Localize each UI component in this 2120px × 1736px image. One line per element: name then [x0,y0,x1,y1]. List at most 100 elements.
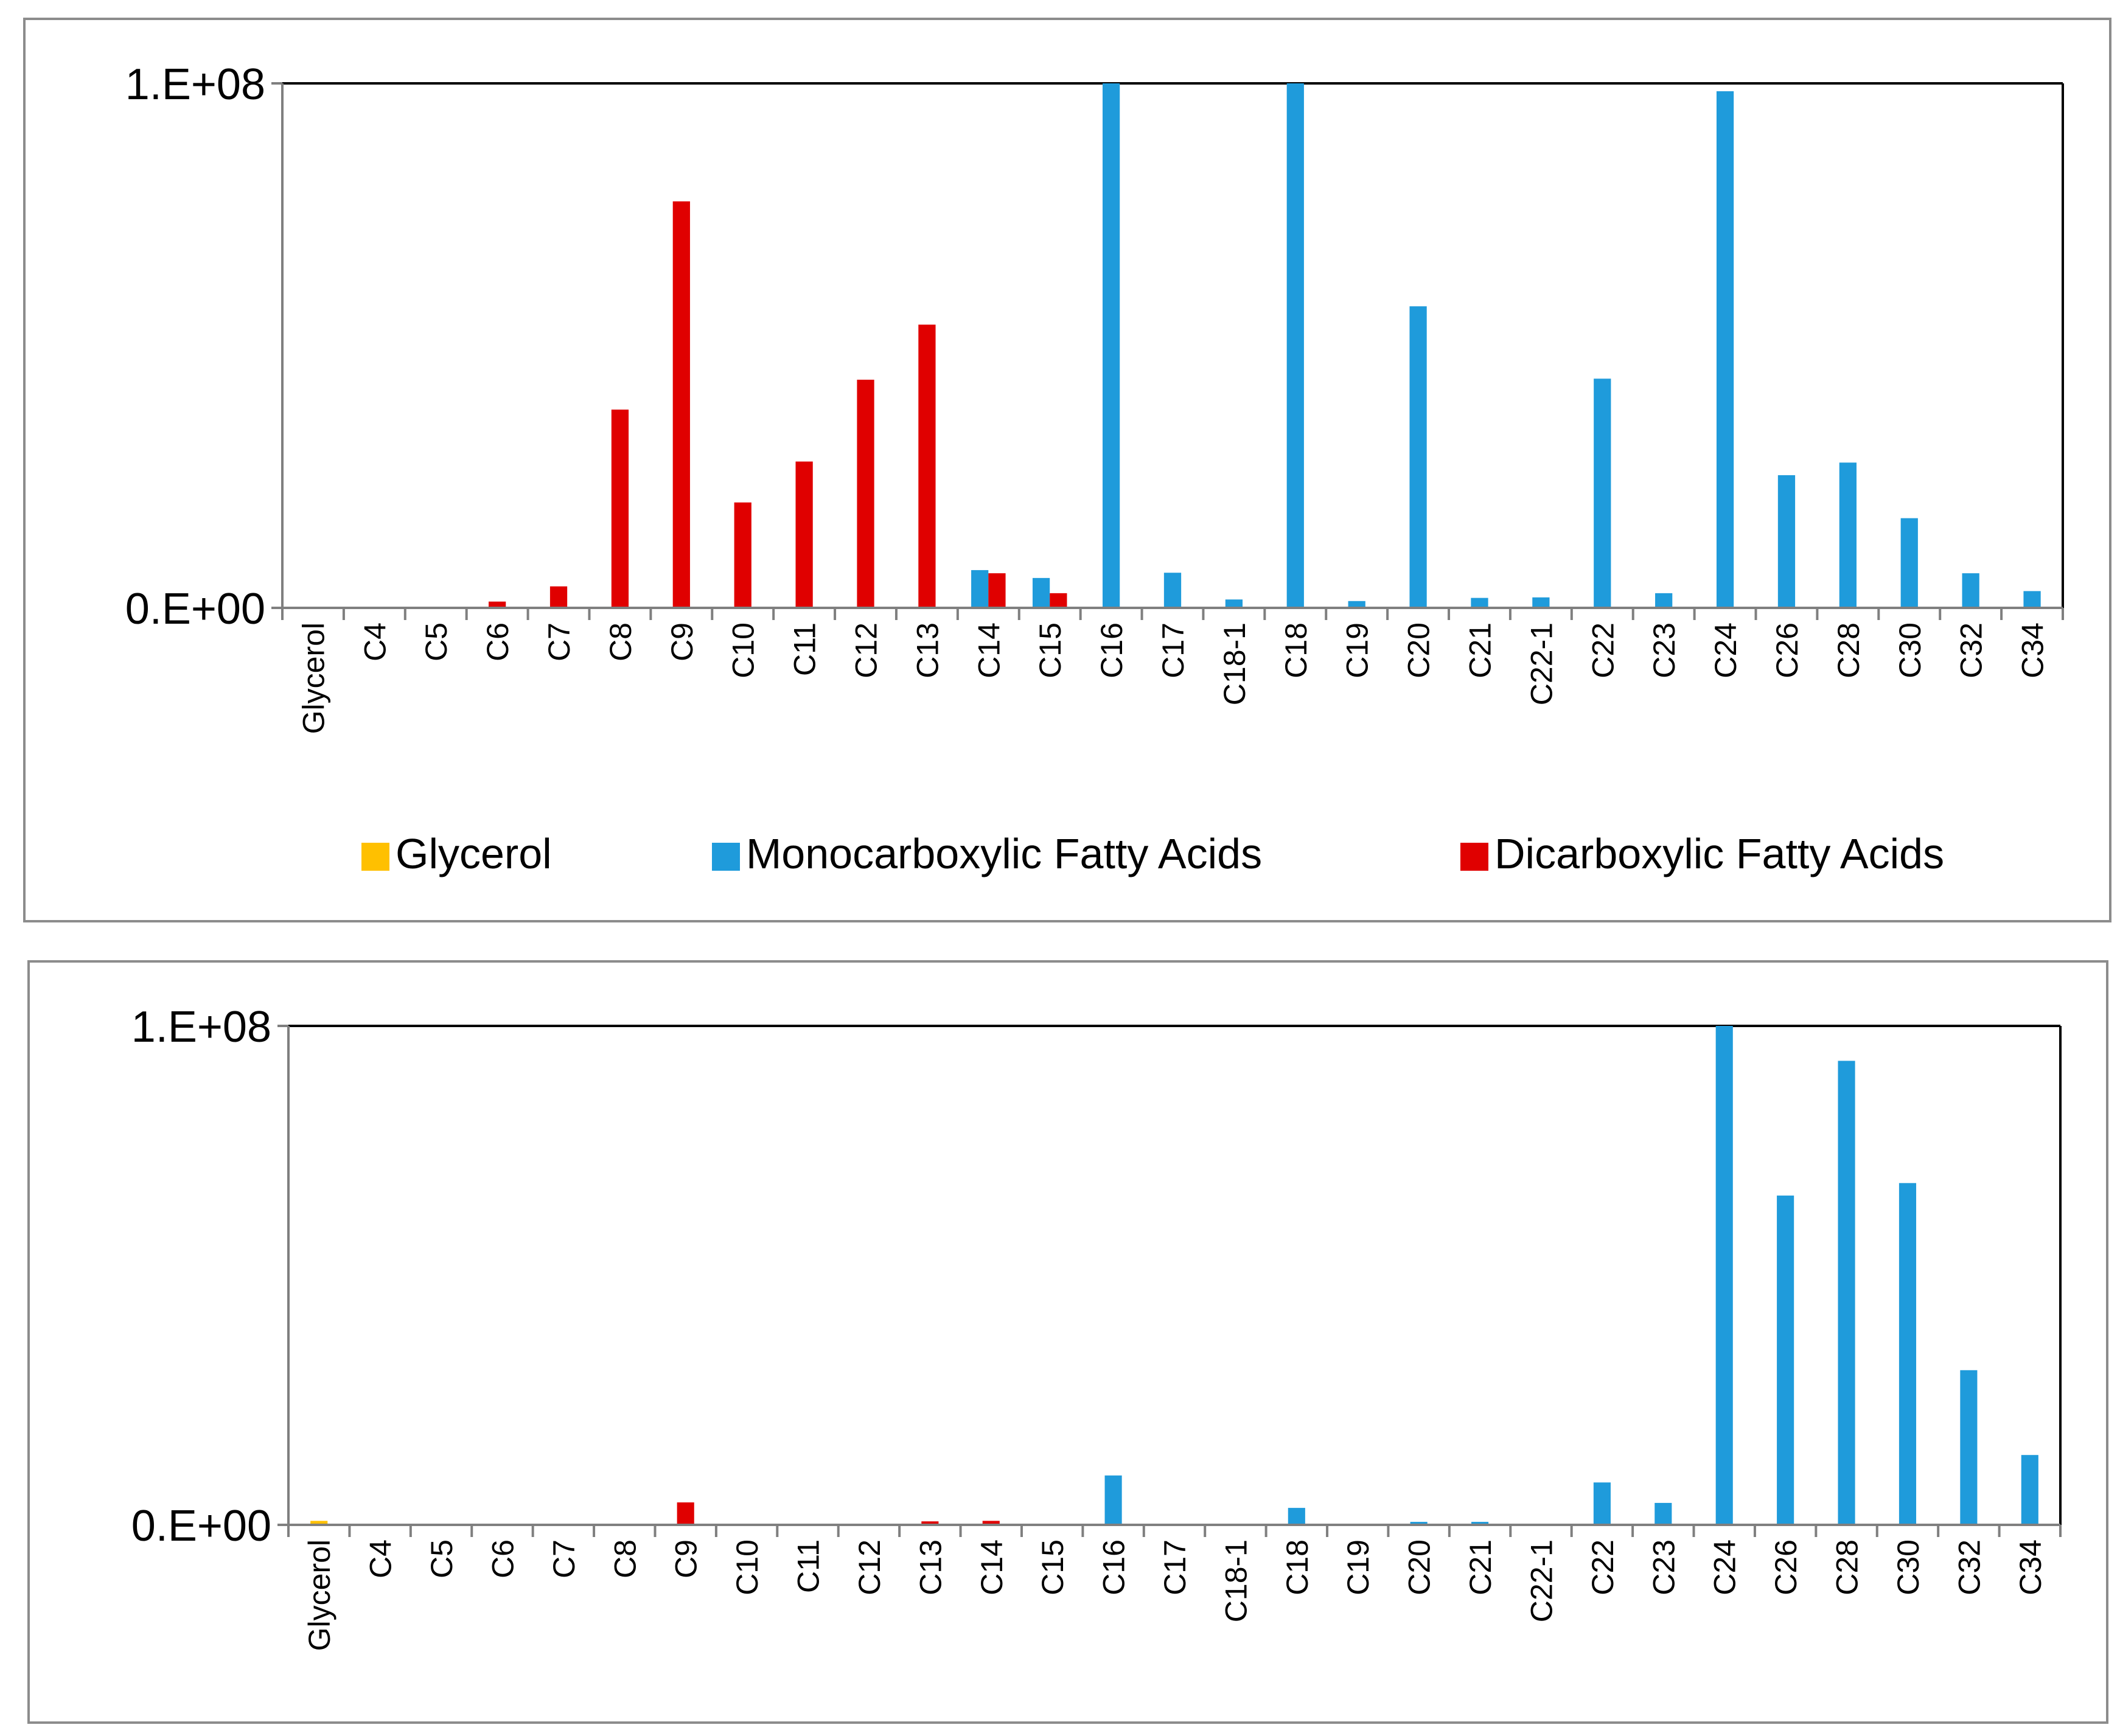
y-tick-label: 1.E+08 [131,1003,271,1051]
bar-mono-c23 [1655,1502,1672,1525]
y-tick-label: 0.E+00 [125,585,265,633]
legend-label-mono: Monocarboxylic Fatty Acids [746,830,1262,877]
x-tick-label-c34: C34 [2016,622,2050,678]
x-tick-label-c28: C28 [1830,1539,1864,1595]
x-tick-label-c7: C7 [547,1539,581,1578]
bar-di-c13 [918,324,936,608]
x-tick-label-c28: C28 [1832,622,1866,678]
legend: Glycerol Monocarboxylic Fatty Acids Dicarb… [361,830,1944,877]
x-tick-label-c30: C30 [1891,1539,1925,1595]
x-tick-label-c13: C13 [910,622,944,678]
bar-mono-c21 [1471,1522,1489,1525]
bar-mono-c14 [971,570,989,608]
chart-panel-top: 0.E+00 1.E+08 Glycerol C4 C5 C6 C7 C8 C9 C10 C11 C1… [23,18,2111,922]
chart-bottom: 0.E+00 1.E+08 Glycerol C4 C5 C6 C7 C8 C9 C10 C11 C1… [131,1003,2062,1651]
x-tick-label-c4: C4 [358,622,392,661]
bar-mono-c15 [1032,577,1050,608]
bar-mono-c28 [1839,462,1857,608]
x-tick-label-c26: C26 [1770,622,1804,678]
bar-mono-c20 [1410,1522,1428,1525]
legend-label-glycerol: Glycerol [396,830,552,877]
bar-mono-c26 [1777,1195,1794,1525]
bar-di-c8 [611,410,629,608]
bar-mono-c32 [1960,1370,1978,1525]
x-tick-label-glycerol: Glycerol [296,622,330,734]
bar-mono-c22 [1594,378,1611,608]
x-tick-label-c9: C9 [669,1539,703,1578]
x-tick-label-c23: C23 [1647,622,1681,678]
x-tick-label-c22: C22 [1586,622,1620,678]
x-tick-label-c5: C5 [419,622,453,661]
bar-di-c13 [921,1521,939,1525]
legend-swatch-mono [712,843,740,871]
bar-di-c10 [734,502,751,608]
bar-di-c6 [489,601,506,608]
x-tick-label-c6: C6 [481,622,515,661]
x-tick-label-c9: C9 [665,622,699,661]
x-tick-label-c11: C11 [788,622,822,676]
x-tick-label-c21: C21 [1463,1539,1498,1595]
x-tick-label-c5: C5 [425,1539,459,1578]
x-tick-label-c26: C26 [1769,1539,1803,1595]
x-tick-label-c17: C17 [1156,622,1190,678]
bar-mono-c22-1 [1532,597,1550,608]
bar-mono-c19 [1348,601,1365,608]
x-tick-label-c10: C10 [730,1539,764,1595]
bar-glycerol-glycerol [310,1521,328,1525]
x-tick-label-c11: C11 [792,1539,826,1593]
x-tick-label-c7: C7 [542,622,576,661]
legend-swatch-di [1460,843,1488,871]
x-tick-label-c20: C20 [1402,622,1436,678]
bar-mono-c23 [1655,593,1673,608]
chart-panel-bottom: 0.E+00 1.E+08 Glycerol C4 C5 C6 C7 C8 C9 C10 C11 C1… [27,960,2108,1724]
x-tick-label-c24: C24 [1709,622,1743,678]
bar-mono-c34 [2023,591,2041,608]
bar-mono-c16 [1104,1475,1122,1525]
x-tick-label-c32: C32 [1952,1539,1986,1595]
x-tick-label-c23: C23 [1647,1539,1681,1595]
x-tick-label-c18-1: C18-1 [1219,1539,1253,1622]
x-tick-label-c8: C8 [608,1539,642,1578]
legend-label-di: Dicarboxylic Fatty Acids [1494,830,1944,877]
bar-mono-c26 [1777,475,1796,608]
bar-mono-c18 [1286,83,1304,608]
x-tick-label-c15: C15 [1036,1539,1070,1595]
chart-top: 0.E+00 1.E+08 Glycerol C4 C5 C6 C7 C8 C9 C10 C11 C1… [125,60,2064,877]
bar-di-c14 [982,1521,1000,1525]
x-tick-label-c34: C34 [2014,1539,2048,1595]
x-tick-label-c15: C15 [1033,622,1067,678]
bar-mono-c34 [2021,1455,2038,1525]
x-tick-label-c6: C6 [486,1539,520,1578]
bar-mono-c18 [1288,1508,1305,1525]
bar-mono-c17 [1163,573,1182,608]
bar-mono-c24 [1715,1026,1733,1525]
bar-di-c11 [795,461,813,608]
x-tick-label-c17: C17 [1158,1539,1192,1595]
bar-mono-c18-1 [1225,599,1243,608]
x-tick-label-c13: C13 [913,1539,947,1595]
bar-mono-c24 [1716,91,1734,608]
x-tick-label-c21: C21 [1463,622,1497,678]
bar-mono-c30 [1900,518,1918,608]
bar-di-c12 [857,380,874,608]
x-tick-label-c10: C10 [727,622,761,678]
x-tick-label-c22-1: C22-1 [1524,1539,1558,1622]
x-tick-label-c19: C19 [1341,622,1375,678]
bar-di-c7 [549,586,568,608]
x-tick-label-c22-1: C22-1 [1524,622,1558,705]
x-tick-label-c30: C30 [1893,622,1927,678]
bar-di-c14 [988,573,1006,608]
x-tick-label-c16: C16 [1095,622,1129,678]
bar-mono-c32 [1962,573,1979,608]
bar-mono-c22 [1593,1482,1611,1525]
x-tick-label-c14: C14 [972,622,1006,678]
x-tick-label-c22: C22 [1586,1539,1620,1595]
bar-di-c9 [672,201,690,608]
bar-mono-c21 [1471,598,1488,608]
bar-mono-c30 [1899,1183,1917,1525]
x-tick-label-c18: C18 [1279,622,1313,678]
x-tick-label-c24: C24 [1708,1539,1742,1595]
x-tick-label-c8: C8 [604,622,638,661]
x-tick-label-c12: C12 [853,1539,887,1595]
y-tick-label: 0.E+00 [131,1502,271,1550]
